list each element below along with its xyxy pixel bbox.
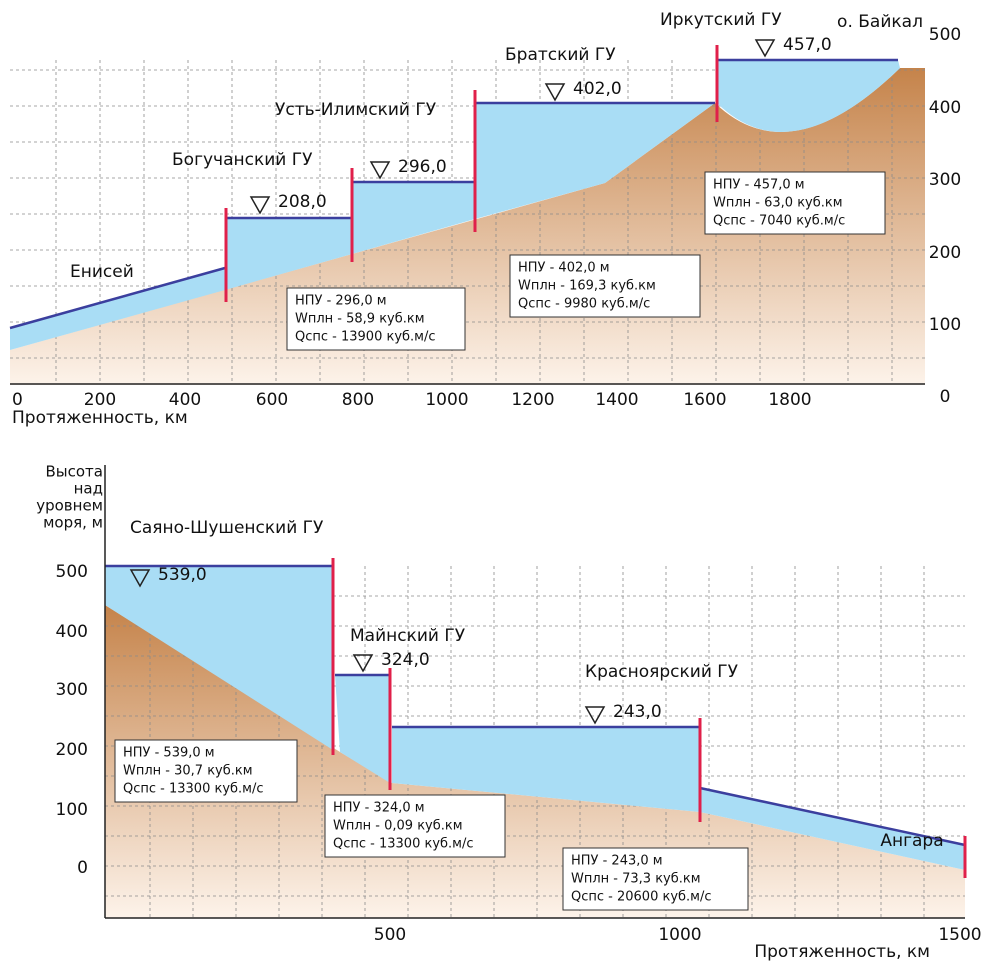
- dam-name: Майнский ГУ: [350, 626, 466, 646]
- level-marker: [754, 39, 776, 58]
- water-surface: [9, 58, 898, 330]
- info-line: Wплн - 169,3 куб.км: [518, 279, 656, 294]
- reservoir: [475, 103, 715, 219]
- x-axis-title: Протяженность, км: [12, 408, 188, 428]
- info-box: [286, 287, 466, 351]
- water-surface: [105, 564, 966, 847]
- y-tick-label: 100: [929, 315, 961, 335]
- info-line: НПУ - 539,0 м: [123, 746, 215, 761]
- y-tick-label: 400: [56, 622, 88, 642]
- y-tick-label: 200: [929, 243, 961, 263]
- river: [10, 268, 225, 350]
- y-axis-title: моря, м: [43, 514, 103, 532]
- info-line: НПУ - 324,0 м: [333, 801, 425, 816]
- lake: [717, 60, 900, 132]
- bottom-profile: [104, 465, 967, 919]
- x-tick-label: 1500: [938, 925, 981, 945]
- terrain: [105, 605, 965, 918]
- level-marker: [352, 654, 374, 673]
- level-label: 539,0: [158, 565, 207, 585]
- dam-name: Красноярский ГУ: [585, 662, 739, 682]
- info-line: Qспс - 13300 куб.м/с: [333, 837, 474, 852]
- y-axis-title: над: [74, 480, 103, 498]
- reservoir: [335, 675, 390, 783]
- info-box: [562, 847, 749, 911]
- level-label: 402,0: [573, 79, 622, 99]
- info-line: Wплн - 73,3 куб.км: [571, 872, 701, 887]
- info-box: [114, 739, 298, 803]
- reservoir: [105, 566, 333, 750]
- x-tick-label: 1200: [511, 390, 554, 410]
- info-box: [324, 794, 506, 858]
- info-line: Qспс - 13900 куб.м/с: [295, 330, 436, 345]
- x-tick-label: 200: [84, 390, 116, 410]
- info-line: НПУ - 243,0 м: [571, 854, 663, 869]
- x-tick-label: 1000: [425, 390, 468, 410]
- info-line: Wплн - 30,7 куб.км: [123, 764, 253, 779]
- info-line: Wплн - 58,9 куб.км: [295, 312, 425, 327]
- dam-name: Братский ГУ: [505, 45, 616, 65]
- info-line: Qспс - 13300 куб.м/с: [123, 782, 264, 797]
- info-box: [704, 171, 886, 235]
- reservoir: [392, 727, 700, 812]
- info-line: Qспс - 7040 куб.м/с: [713, 214, 845, 229]
- x-tick-label: 1000: [658, 925, 701, 945]
- info-line: НПУ - 457,0 м: [713, 178, 805, 193]
- x-tick-label: 800: [342, 390, 374, 410]
- info-line: Qспс - 20600 куб.м/с: [571, 890, 712, 905]
- y-tick-label: 0: [77, 858, 88, 878]
- x-tick-label: 600: [256, 390, 288, 410]
- y-axis-title: уровнем: [36, 497, 103, 515]
- y-tick-label: 500: [929, 25, 961, 45]
- river-label: Ангара: [880, 831, 943, 851]
- dam-name: Усть-Илимский ГУ: [275, 100, 437, 120]
- dam-name: Богучанский ГУ: [172, 150, 313, 170]
- dam-name: Саяно-Шушенский ГУ: [130, 518, 324, 538]
- level-label: 208,0: [278, 192, 327, 212]
- x-tick-label: 1400: [595, 390, 638, 410]
- x-tick-label: 0: [12, 390, 23, 410]
- level-label: 296,0: [398, 157, 447, 177]
- y-tick-label: 300: [929, 170, 961, 190]
- y-tick-label: 300: [56, 680, 88, 700]
- level-label: 324,0: [381, 650, 430, 670]
- x-tick-label: 1600: [683, 390, 726, 410]
- info-box: [509, 254, 701, 318]
- level-marker: [249, 196, 271, 215]
- level-marker: [544, 83, 566, 102]
- x-tick-label: 500: [374, 925, 406, 945]
- y-tick-label: 100: [56, 800, 88, 820]
- reservoir: [225, 218, 352, 290]
- x-axis-title: Протяженность, км: [754, 942, 930, 962]
- info-line: Qспс - 9980 куб.м/с: [518, 297, 650, 312]
- y-tick-label: 400: [929, 98, 961, 118]
- level-label: 457,0: [783, 35, 832, 55]
- lake-label: о. Байкал: [837, 12, 923, 32]
- river: [700, 788, 965, 870]
- level-marker: [584, 706, 606, 725]
- level-label: 243,0: [613, 702, 662, 722]
- y-axis-title: Высота: [46, 463, 104, 481]
- y-tick-label: 0: [940, 387, 951, 407]
- y-tick-label: 200: [56, 740, 88, 760]
- x-tick-label: 400: [169, 390, 201, 410]
- river-label: Енисей: [70, 262, 134, 282]
- y-tick-label: 500: [56, 562, 88, 582]
- level-marker: [129, 569, 151, 588]
- x-tick-label: 1800: [768, 390, 811, 410]
- info-line: НПУ - 296,0 м: [295, 294, 387, 309]
- info-line: Wплн - 63,0 куб.км: [713, 196, 843, 211]
- level-marker: [369, 161, 391, 180]
- dam-name: Иркутский ГУ: [660, 10, 782, 30]
- info-line: Wплн - 0,09 куб.км: [333, 819, 463, 834]
- info-line: НПУ - 402,0 м: [518, 261, 610, 276]
- reservoir: [352, 182, 475, 254]
